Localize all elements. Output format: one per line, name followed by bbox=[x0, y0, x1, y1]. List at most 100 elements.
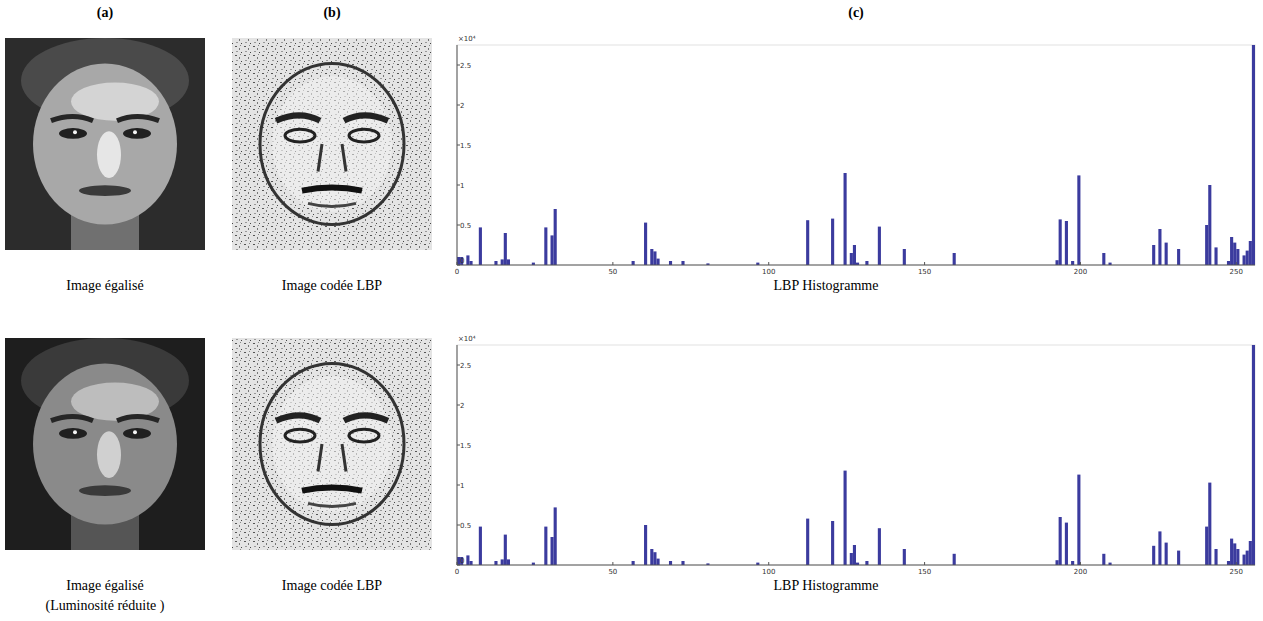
bar bbox=[1077, 475, 1080, 565]
face bbox=[33, 363, 177, 524]
plot-frame bbox=[457, 45, 1255, 265]
y-tick-label: 2.5 bbox=[460, 362, 471, 370]
lbp-nose bbox=[318, 444, 322, 472]
bar bbox=[1227, 261, 1230, 265]
eye-glint bbox=[73, 430, 77, 434]
x-axis bbox=[457, 265, 1255, 266]
bar bbox=[1243, 255, 1246, 265]
bar bbox=[953, 253, 956, 265]
bar bbox=[1165, 243, 1168, 265]
eye-glint bbox=[133, 130, 137, 134]
eyebrow bbox=[117, 116, 159, 120]
bar bbox=[1056, 260, 1059, 265]
y-tick-label: 0 bbox=[460, 557, 464, 565]
bar bbox=[844, 173, 847, 265]
bar bbox=[1205, 527, 1208, 565]
bar bbox=[1056, 560, 1059, 565]
mouth bbox=[79, 485, 131, 496]
lbp-bg bbox=[232, 338, 432, 550]
x-tick-label: 250 bbox=[1230, 568, 1243, 576]
x-tick-label: 100 bbox=[762, 268, 775, 276]
lbp-mouth bbox=[302, 187, 362, 190]
bar bbox=[551, 235, 554, 265]
y-tick-label: 1.5 bbox=[460, 442, 471, 450]
bar bbox=[657, 259, 660, 265]
lbp-chin bbox=[308, 203, 356, 206]
x-tick-label: 200 bbox=[1074, 568, 1087, 576]
x-tick-label: 200 bbox=[1074, 268, 1087, 276]
bar bbox=[878, 227, 881, 265]
bar bbox=[878, 528, 881, 565]
panel-letter: (c) bbox=[848, 5, 864, 21]
bar bbox=[653, 552, 656, 565]
bar bbox=[657, 559, 660, 565]
bar bbox=[1227, 561, 1230, 565]
bar bbox=[669, 261, 672, 265]
y-multiplier: ×10⁴ bbox=[458, 335, 476, 343]
lbp-face bbox=[272, 376, 392, 512]
bar bbox=[1165, 543, 1168, 565]
bar bbox=[469, 561, 472, 565]
bar bbox=[1252, 345, 1255, 565]
eyebrow bbox=[117, 416, 159, 420]
lbp-nose bbox=[318, 144, 322, 172]
panel-letter: (a) bbox=[97, 5, 114, 21]
bar bbox=[501, 559, 504, 565]
y-tick-label: 0.5 bbox=[460, 222, 471, 230]
eye bbox=[59, 128, 87, 139]
x-tick-label: 0 bbox=[455, 268, 459, 276]
x-tick bbox=[924, 562, 925, 565]
x-tick-label: 50 bbox=[608, 268, 617, 276]
bar bbox=[681, 261, 684, 265]
bar bbox=[903, 249, 906, 265]
bar bbox=[1059, 219, 1062, 265]
bar bbox=[544, 527, 547, 565]
lbp-nose bbox=[342, 444, 346, 472]
bar bbox=[953, 554, 956, 565]
bar bbox=[1071, 561, 1074, 565]
x-tick bbox=[768, 262, 769, 265]
lbp-nose bbox=[342, 144, 346, 172]
bar bbox=[650, 549, 653, 565]
bar bbox=[806, 220, 809, 265]
lbp-chin bbox=[308, 503, 356, 506]
nose-light bbox=[97, 131, 121, 178]
x-tick bbox=[612, 262, 613, 265]
bar bbox=[1065, 523, 1068, 565]
bar bbox=[1177, 551, 1180, 565]
mouth bbox=[79, 185, 131, 196]
lbp-caption: Image codée LBP bbox=[282, 578, 383, 593]
bar bbox=[501, 259, 504, 265]
eyebrow bbox=[51, 116, 93, 120]
y-tick-label: 1 bbox=[460, 182, 464, 190]
bar bbox=[494, 561, 497, 565]
lbp-bg bbox=[232, 38, 432, 250]
y-multiplier: ×10⁴ bbox=[458, 35, 476, 43]
y-axis bbox=[457, 45, 458, 265]
bar bbox=[1071, 261, 1074, 265]
bar bbox=[494, 261, 497, 265]
bar bbox=[1233, 543, 1236, 565]
forehead-light bbox=[71, 83, 159, 121]
bars bbox=[457, 45, 1255, 265]
bar bbox=[1158, 229, 1161, 265]
eyebrow bbox=[51, 416, 93, 420]
lbp-eye bbox=[349, 429, 379, 442]
bar bbox=[1177, 249, 1180, 265]
bar bbox=[1214, 549, 1217, 565]
photo-bg bbox=[5, 338, 205, 550]
bar bbox=[479, 227, 482, 265]
bar bbox=[669, 561, 672, 565]
x-tick bbox=[768, 562, 769, 565]
figure: (a)(b)(c)Image égaliséImage codée LBPIma… bbox=[0, 0, 1263, 621]
bar bbox=[507, 259, 510, 265]
bar bbox=[853, 245, 856, 265]
bar bbox=[644, 223, 647, 265]
forehead-light bbox=[71, 383, 159, 421]
lbp-eyebrow bbox=[276, 115, 320, 120]
bar bbox=[1233, 243, 1236, 265]
bar bbox=[1158, 531, 1161, 565]
bar bbox=[1249, 241, 1252, 265]
x-tick bbox=[1236, 262, 1237, 265]
bar bbox=[1246, 551, 1249, 565]
